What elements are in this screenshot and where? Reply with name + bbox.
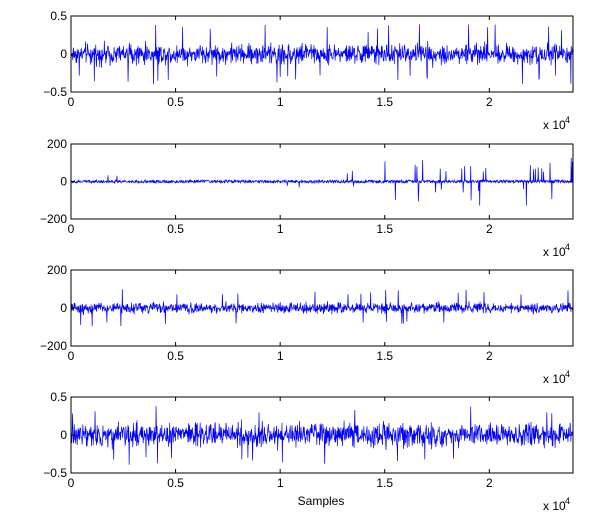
x-tick-label: 0.5 — [167, 222, 184, 236]
x-tick-label: 2 — [486, 222, 493, 236]
y-tick-label: 0 — [60, 428, 67, 442]
x-tick-label: 1.5 — [376, 476, 393, 490]
x-tick-label: 1 — [277, 349, 284, 363]
x-axis-multiplier: x 10 — [543, 372, 566, 386]
x-axis-multiplier-exponent: 4 — [565, 496, 570, 506]
y-tick-label: 0 — [60, 175, 67, 189]
x-tick-label: 0 — [68, 95, 75, 109]
x-tick-label: 1 — [277, 476, 284, 490]
x-tick-label: 1 — [277, 222, 284, 236]
y-tick-label: 0 — [60, 301, 67, 315]
x-tick-label: 0 — [68, 476, 75, 490]
x-axis-multiplier-exponent: 4 — [565, 242, 570, 252]
x-axis-multiplier: x 10 — [543, 118, 566, 132]
x-tick-label: 2 — [486, 95, 493, 109]
y-tick-label: 0 — [60, 47, 67, 61]
signal-line — [70, 406, 574, 465]
x-tick-label: 0.5 — [167, 476, 184, 490]
x-tick-label: 0 — [68, 222, 75, 236]
y-tick-label: 200 — [47, 263, 67, 277]
y-tick-label: 0.5 — [50, 9, 67, 23]
x-axis-label: Samples — [298, 494, 345, 508]
x-axis-multiplier: x 10 — [543, 245, 566, 259]
x-tick-label: 1.5 — [376, 349, 393, 363]
y-tick-label: 0.5 — [50, 390, 67, 404]
x-tick-label: 0.5 — [167, 349, 184, 363]
y-tick-label: 200 — [47, 137, 67, 151]
signal-line — [70, 157, 574, 206]
y-tick-label: −0.5 — [43, 85, 67, 99]
y-tick-label: −200 — [40, 339, 67, 353]
y-tick-label: −0.5 — [43, 466, 67, 480]
x-tick-label: 0 — [68, 349, 75, 363]
y-tick-label: −200 — [40, 212, 67, 226]
x-tick-label: 1.5 — [376, 95, 393, 109]
x-axis-multiplier-exponent: 4 — [565, 369, 570, 379]
signal-line — [70, 24, 574, 85]
x-tick-label: 2 — [486, 476, 493, 490]
x-tick-label: 0.5 — [167, 95, 184, 109]
x-tick-label: 2 — [486, 349, 493, 363]
signal-line — [70, 289, 574, 327]
x-axis-multiplier: x 10 — [543, 499, 566, 513]
subplot-1: 0 0.5 1 1.5 2−0.500.5x 10 4 — [43, 9, 574, 132]
x-axis-multiplier-exponent: 4 — [565, 115, 570, 125]
x-tick-label: 1.5 — [376, 222, 393, 236]
x-tick-label: 1 — [277, 95, 284, 109]
